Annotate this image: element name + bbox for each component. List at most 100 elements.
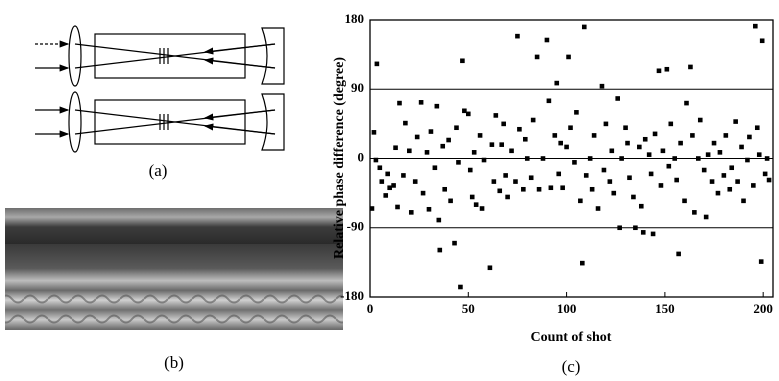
point [524, 156, 530, 161]
point [414, 134, 420, 140]
point [660, 148, 666, 154]
point [401, 173, 406, 178]
point [642, 136, 648, 142]
point [420, 190, 426, 196]
point [442, 186, 448, 192]
point [462, 108, 467, 114]
y-tick-label: 90 [351, 80, 364, 95]
point [666, 163, 672, 169]
point [583, 173, 589, 178]
point [568, 125, 573, 131]
point [558, 140, 563, 146]
point [426, 206, 432, 212]
point [701, 167, 707, 173]
point [460, 58, 465, 64]
point [487, 265, 493, 271]
point [479, 206, 485, 211]
point [446, 137, 451, 143]
point [499, 142, 505, 147]
point [560, 185, 565, 191]
point [676, 251, 681, 257]
point [374, 61, 380, 67]
point [627, 175, 632, 181]
point [373, 157, 379, 163]
panel-label: (c) [562, 357, 581, 376]
point [467, 167, 473, 173]
point [756, 152, 762, 157]
point [703, 214, 709, 220]
point [764, 156, 770, 161]
point [682, 198, 687, 204]
point [393, 145, 398, 151]
point [603, 121, 609, 127]
point [497, 188, 503, 194]
point [544, 37, 550, 43]
x-tick-label: 0 [367, 301, 374, 316]
point [733, 119, 738, 124]
point [581, 24, 587, 30]
point [437, 247, 443, 253]
point [650, 231, 656, 237]
point [747, 134, 752, 140]
point [709, 179, 715, 184]
point [397, 100, 402, 106]
point [631, 194, 636, 200]
point [465, 111, 471, 117]
point [668, 121, 674, 127]
point [695, 156, 701, 161]
point [723, 133, 729, 138]
point [599, 83, 605, 89]
point [607, 179, 613, 184]
y-tick-label: -180 [340, 288, 364, 303]
point [403, 120, 408, 126]
point [534, 54, 540, 60]
point [458, 284, 463, 290]
point [587, 156, 593, 161]
point [580, 260, 585, 266]
point [601, 167, 607, 173]
fringe-image [5, 208, 343, 330]
point [554, 80, 560, 86]
point [412, 179, 418, 184]
x-axis-label: Count of shot [531, 330, 612, 345]
point [434, 103, 440, 109]
point [578, 198, 583, 204]
point [705, 152, 711, 157]
point [408, 210, 414, 215]
point [456, 160, 461, 165]
point [690, 133, 695, 138]
y-tick-label: 180 [345, 11, 365, 26]
point [454, 125, 459, 131]
point [473, 202, 479, 207]
point [646, 152, 652, 157]
point [753, 23, 758, 29]
point [440, 143, 446, 149]
point [471, 150, 477, 155]
point [552, 133, 558, 138]
point [371, 130, 377, 135]
point [481, 157, 487, 163]
x-tick-label: 150 [655, 301, 675, 316]
point [715, 190, 721, 196]
point [432, 165, 438, 171]
point [611, 190, 617, 196]
point [395, 204, 400, 210]
point [452, 240, 457, 246]
point [633, 225, 638, 231]
point [637, 144, 642, 150]
point [638, 203, 644, 209]
point [692, 210, 697, 215]
point [672, 156, 678, 161]
point [548, 185, 554, 191]
point [640, 230, 646, 235]
point [741, 198, 746, 204]
y-tick-label: -90 [347, 219, 364, 234]
x-tick-label: 100 [557, 301, 577, 316]
point [717, 150, 723, 155]
point [652, 131, 658, 137]
point [379, 179, 385, 184]
point [658, 183, 664, 188]
point [697, 117, 703, 123]
point [759, 38, 765, 44]
point [521, 186, 526, 192]
